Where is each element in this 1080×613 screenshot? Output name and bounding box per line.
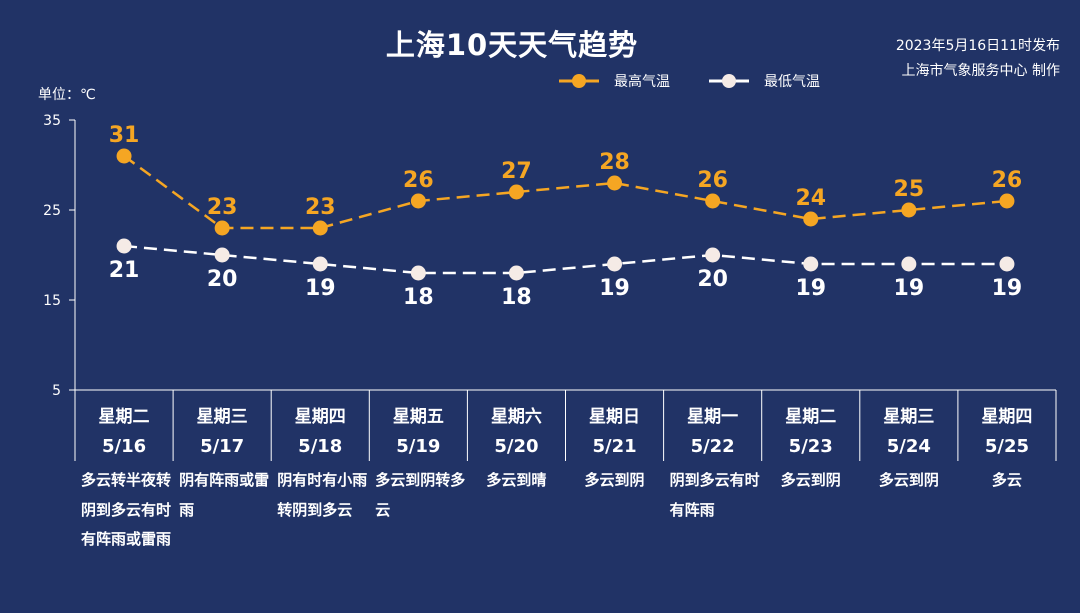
data-point-low — [312, 256, 328, 272]
legend-label-low: 最低气温 — [764, 74, 820, 90]
data-label-high: 26 — [697, 168, 728, 193]
publisher: 上海市气象服务中心 制作 — [901, 63, 1060, 79]
data-label-low: 19 — [599, 276, 630, 301]
weather-description: 阴有时有小雨转阴到多云 — [277, 471, 368, 519]
weather-description: 多云到阴 — [780, 471, 841, 489]
data-point-low — [705, 247, 721, 263]
x-tick-date-label: 5/25 — [985, 436, 1029, 457]
data-label-high: 27 — [501, 159, 532, 184]
data-point-low — [116, 238, 132, 254]
legend-item-low[interactable]: 最低气温 — [708, 71, 820, 91]
x-tick-weekday-label: 星期一 — [687, 407, 738, 427]
data-label-low: 18 — [403, 285, 434, 310]
data-point-high — [508, 184, 524, 200]
legend-label-high: 最高气温 — [614, 74, 670, 90]
data-label-high: 26 — [992, 168, 1023, 193]
weather-description: 多云到阴 — [584, 471, 645, 489]
data-point-high — [803, 211, 819, 227]
x-tick-weekday-label: 星期二 — [99, 407, 150, 427]
x-tick-date-label: 5/16 — [102, 436, 146, 457]
data-label-low: 19 — [992, 276, 1023, 301]
x-tick-date-label: 5/21 — [592, 436, 636, 457]
series-line-low — [123, 244, 1007, 275]
x-tick-weekday-label: 星期五 — [393, 407, 444, 427]
data-point-low — [410, 265, 426, 281]
data-label-low: 20 — [697, 267, 728, 292]
data-point-high — [312, 220, 328, 236]
x-tick-weekday-label: 星期四 — [981, 407, 1032, 427]
y-tick-label: 35 — [43, 113, 61, 129]
data-label-low: 18 — [501, 285, 532, 310]
data-point-high — [705, 193, 721, 209]
legend-high-marker-icon — [559, 74, 599, 88]
series-line-high — [123, 154, 1008, 230]
data-point-high — [116, 148, 132, 164]
data-label-high: 28 — [599, 150, 630, 175]
x-tick-weekday-label: 星期四 — [295, 407, 346, 427]
x-tick-date-label: 5/23 — [789, 436, 833, 457]
chart-title: 上海10天天气趋势 — [385, 28, 639, 62]
x-tick-weekday-label: 星期日 — [589, 407, 640, 427]
x-tick-date-label: 5/22 — [691, 436, 735, 457]
data-point-low — [803, 256, 819, 272]
y-tick-label: 15 — [43, 293, 61, 309]
data-label-high: 23 — [305, 195, 336, 220]
data-point-high — [999, 193, 1015, 209]
data-label-low: 20 — [207, 267, 238, 292]
weather-description: 阴到多云有时有阵雨 — [669, 471, 760, 519]
x-tick-weekday-label: 星期三 — [197, 407, 248, 427]
x-tick-date-label: 5/24 — [887, 436, 931, 457]
data-label-low: 19 — [305, 276, 336, 301]
weather-description: 多云 — [991, 471, 1022, 489]
x-tick-date-label: 5/20 — [494, 436, 538, 457]
x-tick-date-label: 5/18 — [298, 436, 342, 457]
weather-description: 多云到晴 — [486, 471, 547, 489]
x-tick-date-label: 5/19 — [396, 436, 440, 457]
x-tick-weekday-label: 星期二 — [785, 407, 836, 427]
data-label-low: 21 — [109, 258, 140, 283]
weather-description: 阴有阵雨或雷雨 — [179, 471, 270, 519]
weather-description: 多云到阴转多云 — [375, 471, 466, 519]
legend-low-marker-icon — [709, 74, 749, 88]
data-point-low — [508, 265, 524, 281]
weather-description: 多云转半夜转阴到多云有时有阵雨或雷雨 — [81, 471, 172, 548]
unit-label: 单位：℃ — [38, 87, 96, 103]
data-point-low — [999, 256, 1015, 272]
data-label-high: 26 — [403, 168, 434, 193]
data-point-high — [410, 193, 426, 209]
data-point-low — [901, 256, 917, 272]
data-point-high — [901, 202, 917, 218]
data-label-high: 25 — [894, 177, 925, 202]
data-label-high: 24 — [795, 186, 826, 211]
x-tick-weekday-label: 星期六 — [491, 406, 542, 427]
y-tick-label: 25 — [43, 203, 61, 219]
data-point-high — [607, 175, 623, 191]
data-label-high: 31 — [109, 123, 140, 148]
data-point-low — [607, 256, 623, 272]
data-point-high — [214, 220, 230, 236]
data-point-low — [214, 247, 230, 263]
y-tick-label: 5 — [52, 383, 61, 399]
data-label-low: 19 — [795, 276, 826, 301]
publish-date: 2023年5月16日11时发布 — [895, 38, 1060, 54]
data-label-low: 19 — [894, 276, 925, 301]
legend-item-high[interactable]: 最高气温 — [558, 71, 670, 91]
x-tick-date-label: 5/17 — [200, 436, 244, 457]
x-tick-weekday-label: 星期三 — [883, 407, 934, 427]
weather-description: 多云到阴 — [878, 471, 939, 489]
data-label-high: 23 — [207, 195, 238, 220]
